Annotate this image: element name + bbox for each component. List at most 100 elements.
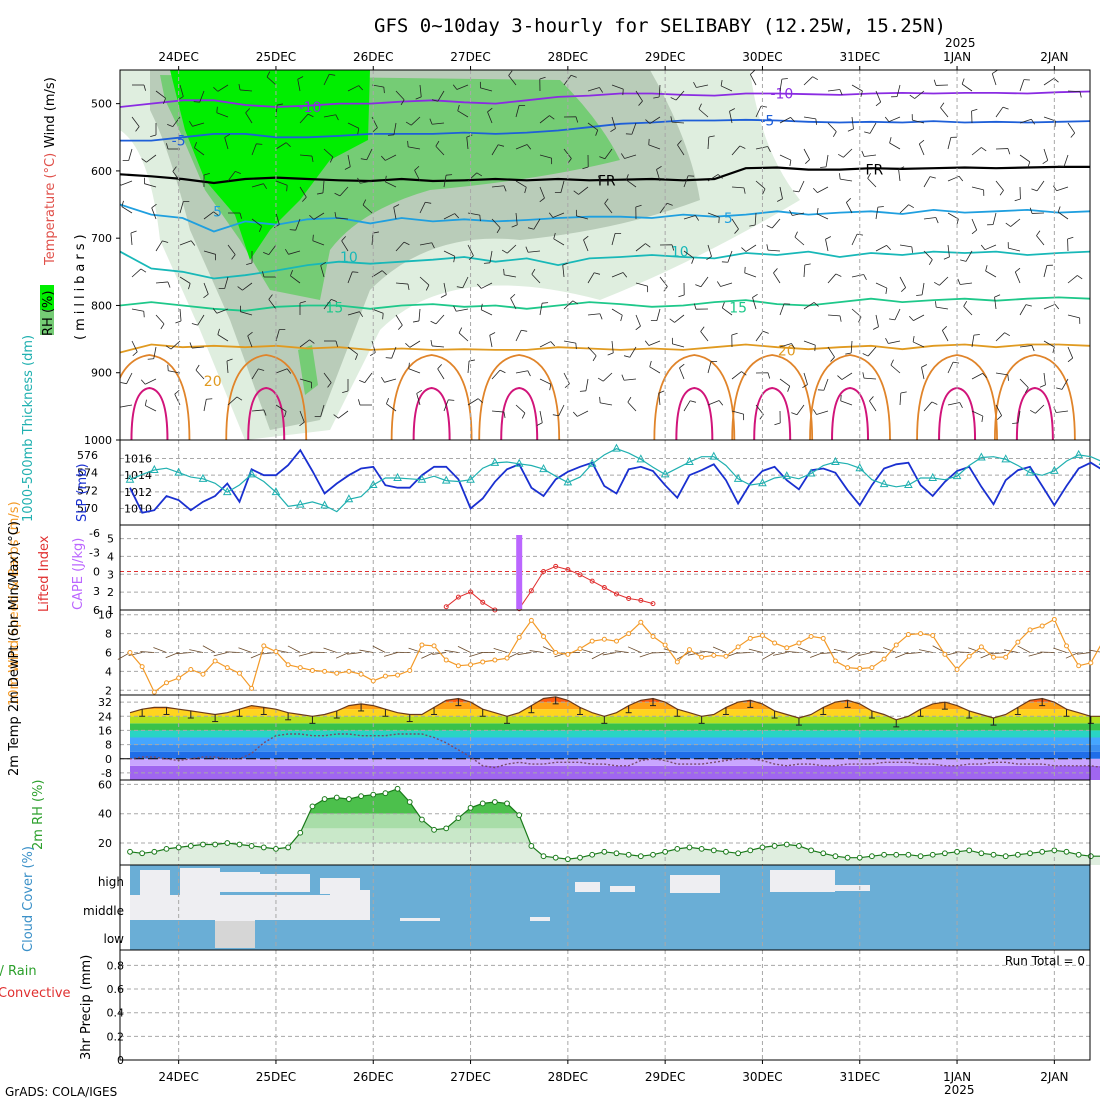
wind-barb	[803, 76, 813, 86]
wind-barb	[131, 116, 140, 127]
hot-contour	[831, 386, 870, 440]
thickness-marker	[782, 471, 792, 480]
wind-barb-feather	[627, 396, 632, 403]
rh2m-marker	[491, 799, 498, 805]
wind-barb	[587, 87, 600, 92]
wind-barb-feather	[1079, 91, 1082, 98]
wind-barb	[203, 211, 214, 220]
wind-barb-feather	[329, 73, 336, 76]
temp-band	[130, 758, 1100, 766]
wind-barb-feather	[961, 78, 965, 85]
wind-barb	[528, 250, 541, 253]
wind-barb	[731, 145, 741, 156]
wind-barb	[994, 297, 997, 310]
isotherm-line	[120, 118, 1090, 142]
wind-barb-feather	[162, 240, 169, 243]
wind-barb-feather	[623, 355, 630, 358]
wind-barb-feather	[320, 261, 327, 266]
rh-low-blob	[298, 345, 318, 395]
wind-barb-feather	[594, 272, 601, 275]
wind-barb-feather	[1054, 304, 1060, 310]
wind-barb	[481, 282, 493, 289]
wind-barb-feather	[407, 140, 409, 147]
wind10m-marker	[151, 689, 157, 695]
rh2m-marker	[419, 816, 425, 823]
isotherm-label: -10	[299, 100, 322, 116]
wind-barb	[192, 122, 205, 127]
wind10m-barb	[699, 650, 714, 653]
wind-10m-panel: 10 8 6 4 2	[98, 609, 1100, 697]
wind-barb	[995, 106, 1004, 118]
wind-barb	[275, 329, 280, 342]
wind10m-marker	[954, 667, 960, 672]
wind10m-barb	[323, 647, 337, 653]
wind-barb	[635, 282, 648, 287]
wind-barb-feather	[1056, 387, 1063, 390]
wind-barb	[658, 84, 661, 97]
wind-barb-feather	[189, 342, 193, 349]
wind-barb	[683, 400, 691, 412]
rh2m-marker	[151, 848, 158, 855]
wind-barb	[131, 268, 142, 278]
wind10m-marker	[468, 662, 474, 668]
wind-barb	[539, 303, 543, 316]
wind-barb-feather	[263, 409, 267, 416]
wind-barb	[515, 105, 520, 118]
rh2m-marker	[346, 796, 352, 802]
wind-barb-feather	[860, 90, 863, 97]
rh2m-marker	[431, 826, 437, 833]
wind-barb-feather	[644, 340, 650, 346]
wind10m-marker	[431, 643, 437, 649]
wind-barb	[131, 308, 144, 312]
wind-barb-feather	[331, 299, 337, 302]
wind-barb	[1014, 271, 1021, 284]
thickness-marker	[441, 475, 451, 484]
isotherm-label: 10	[671, 245, 689, 261]
wind10m-barb	[895, 652, 909, 659]
wind-barb-feather	[929, 176, 936, 179]
wind-barb-feather	[564, 383, 570, 389]
rh2m-marker	[1014, 851, 1021, 858]
wind-barb-feather	[649, 360, 652, 367]
wind-barb-feather	[407, 283, 410, 291]
wind-barb	[875, 314, 879, 327]
wind10m-barb	[287, 645, 301, 653]
wind-barb	[1061, 378, 1069, 390]
wind10m-marker	[893, 642, 899, 648]
wind-barb-feather	[973, 334, 980, 336]
wind10m-marker	[930, 633, 936, 638]
wind-barb	[371, 233, 374, 246]
cloud-row-label: low	[104, 932, 125, 946]
wind-barb-feather	[167, 281, 171, 288]
wind-barb	[217, 84, 229, 92]
wind-barb	[1036, 235, 1045, 246]
wind-barb	[840, 400, 853, 406]
top-date-label: 1JAN	[943, 50, 971, 64]
wind-barb	[779, 378, 790, 387]
wind-barb	[467, 398, 479, 406]
wind10m-marker	[212, 658, 218, 664]
profile-ytick-label: 700	[91, 232, 112, 245]
wind-barb	[408, 146, 421, 150]
rh2m-marker	[650, 851, 656, 858]
wind-barb	[341, 240, 349, 252]
wind10m-marker	[346, 668, 352, 674]
wind-barb-feather	[717, 174, 723, 179]
wind-barb-feather	[521, 329, 528, 332]
wind10m-barb	[372, 645, 386, 653]
cloud-block	[670, 875, 720, 893]
wind-barb	[587, 122, 598, 131]
wind-barb	[936, 306, 949, 310]
wind-barb-feather	[526, 144, 532, 150]
wind-barb-feather	[981, 416, 984, 423]
thickness-marker	[709, 451, 719, 460]
wind-barb	[155, 281, 168, 284]
wind-barb-feather	[536, 422, 543, 426]
wind-barb	[600, 402, 613, 406]
wind-barb	[827, 314, 840, 317]
top-date-label: 2JAN	[1040, 50, 1068, 64]
wind-barb-feather	[839, 173, 841, 180]
wind-barb-feather	[985, 265, 988, 272]
rh2m-marker	[309, 803, 316, 810]
wind-barb	[827, 89, 840, 92]
